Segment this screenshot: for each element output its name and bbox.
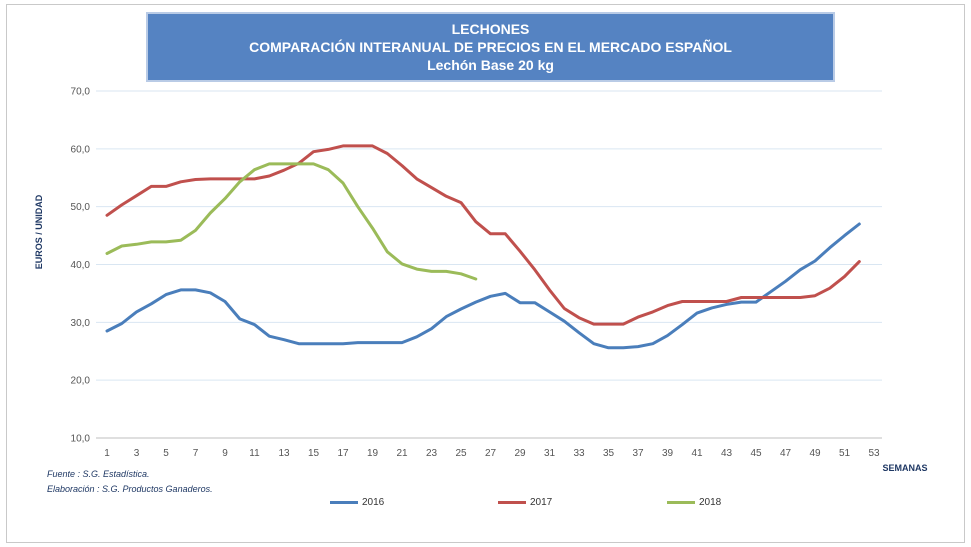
x-tick-label: 33 <box>573 448 585 459</box>
x-tick-label: 49 <box>809 448 821 459</box>
legend-swatch-2017 <box>498 500 526 504</box>
chart-frame <box>6 4 965 543</box>
x-tick-label: 1 <box>104 448 110 459</box>
y-tick-labels: 10,0 20,0 30,0 40,0 50,0 60,0 70,0 <box>71 87 91 445</box>
x-tick-label: 37 <box>632 448 644 459</box>
x-tick-label: 53 <box>868 448 880 459</box>
x-tick-label: 15 <box>308 448 320 459</box>
x-tick-label: 19 <box>367 448 379 459</box>
y-tick-label: 20,0 <box>71 376 91 387</box>
y-tick-label: 40,0 <box>71 260 91 271</box>
source-elaboracion: Elaboración : S.G. Productos Ganaderos. <box>47 484 213 494</box>
grid-lines <box>96 90 882 439</box>
x-tick-label: 51 <box>839 448 851 459</box>
x-tick-label: 3 <box>134 448 140 459</box>
x-tick-label: 5 <box>163 448 169 459</box>
x-tick-label: 23 <box>426 448 438 459</box>
x-tick-labels: 1 3 5 7 9 11 13 15 17 19 21 23 25 27 29 31 33 35 37 39 41 43 4… <box>104 448 880 459</box>
x-axis-label: SEMANAS <box>882 463 927 473</box>
chart-title-box: LECHONES COMPARACIÓN INTERANUAL DE PRECI… <box>146 12 835 82</box>
x-tick-label: 39 <box>662 448 674 459</box>
legend-swatch-2018 <box>667 500 695 504</box>
source-fuente: Fuente : S.G. Estadística. <box>47 469 150 479</box>
x-tick-label: 21 <box>396 448 408 459</box>
legend-label-2016: 2016 <box>362 496 385 508</box>
legend-item-2018: 2018 <box>667 495 721 509</box>
y-axis-label: EUROS / UNIDAD <box>34 194 44 269</box>
x-tick-label: 35 <box>603 448 615 459</box>
legend-swatch-2016 <box>330 500 358 504</box>
y-tick-label: 50,0 <box>71 202 91 213</box>
x-tick-label: 7 <box>193 448 199 459</box>
legend-label-2018: 2018 <box>699 496 722 508</box>
x-tick-label: 11 <box>249 448 260 459</box>
series-line-2017 <box>105 144 861 326</box>
x-tick-label: 27 <box>485 448 497 459</box>
x-tick-label: 43 <box>721 448 733 459</box>
chart-title-line3: Lechón Base 20 kg <box>427 57 554 73</box>
y-tick-label: 70,0 <box>71 87 91 98</box>
x-tick-label: 13 <box>278 448 290 459</box>
legend-item-2017: 2017 <box>498 495 552 509</box>
legend-item-2016: 2016 <box>330 495 384 509</box>
legend-label-2017: 2017 <box>530 496 553 508</box>
chart-title-line1: LECHONES <box>451 21 530 37</box>
x-tick-label: 29 <box>514 448 526 459</box>
y-tick-label: 60,0 <box>71 144 91 155</box>
x-tick-label: 17 <box>337 448 349 459</box>
series-lines <box>105 144 861 350</box>
x-tick-label: 41 <box>691 448 703 459</box>
y-tick-label: 10,0 <box>71 434 91 445</box>
y-tick-label: 30,0 <box>71 318 91 329</box>
x-tick-label: 9 <box>222 448 228 459</box>
x-tick-label: 25 <box>455 448 467 459</box>
series-line-2016 <box>105 222 861 350</box>
x-tick-label: 47 <box>780 448 792 459</box>
series-line-2018 <box>105 162 478 281</box>
x-tick-label: 45 <box>750 448 762 459</box>
chart-title-line2: COMPARACIÓN INTERANUAL DE PRECIOS EN EL … <box>249 39 732 55</box>
x-tick-label: 31 <box>544 448 556 459</box>
